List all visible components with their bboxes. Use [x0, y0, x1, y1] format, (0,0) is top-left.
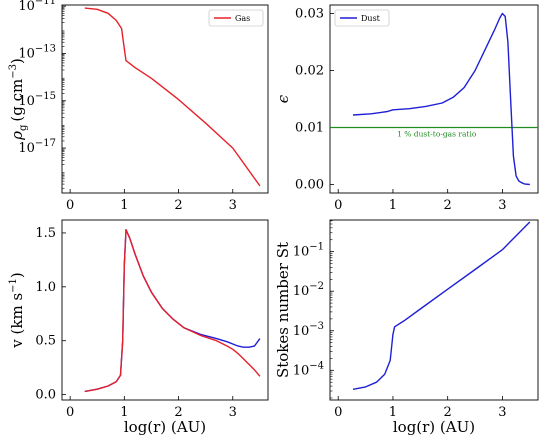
x-tick-label: 3: [498, 198, 506, 213]
x-tick-label: 0: [66, 405, 74, 420]
y-label-part: Stokes number St: [274, 242, 292, 378]
legend-box: [208, 9, 264, 27]
y-axis-label: v (km s−1): [8, 272, 26, 348]
tick-exponent: −11: [35, 0, 56, 7]
series-line-gas: [84, 7, 261, 187]
y-tick-label: 0.03: [295, 7, 324, 22]
y-tick-label: 0.0: [35, 388, 56, 403]
tick-base: 10: [18, 0, 35, 14]
x-axis-label: log(r) (AU): [393, 418, 475, 436]
legend-box: [334, 9, 390, 27]
y-axis-label: ϵ: [274, 94, 292, 103]
legend-label: Gas: [235, 14, 250, 23]
y-tick-label: 10−13: [18, 43, 56, 61]
x-tick-label: 2: [174, 405, 182, 420]
tick-exponent: −17: [35, 138, 56, 149]
x-tick-label: 2: [444, 198, 452, 213]
tick-base: 10: [293, 324, 310, 339]
x-tick-label: 3: [229, 198, 237, 213]
x-tick-label: 2: [174, 198, 182, 213]
y-tick-label: 1.5: [35, 226, 56, 241]
y-tick-label: 1.0: [35, 280, 56, 295]
x-tick-label: 1: [120, 405, 128, 420]
y-tick-label: 10−3: [293, 321, 324, 339]
reference-line-label: 1 % dust-to-gas ratio: [397, 129, 477, 138]
y-tick-label: 0.5: [35, 334, 56, 349]
plot-frame: [329, 219, 539, 401]
y-label-part: v (km s: [8, 293, 26, 349]
x-tick-label: 3: [498, 405, 506, 420]
y-label-part: g: [18, 124, 29, 131]
tick-base: 10: [18, 141, 35, 156]
series-line-dust: [352, 221, 531, 390]
plot-frame: [61, 219, 269, 401]
y-tick-label: 10−11: [18, 0, 56, 14]
series-line-dust: [352, 12, 530, 186]
y-label-part: ρ: [8, 131, 26, 141]
x-tick-label: 1: [120, 198, 128, 213]
tick-exponent: −3: [309, 321, 324, 332]
y-axis-label: ρg (g cm−3): [8, 58, 29, 141]
tick-exponent: −4: [309, 360, 324, 371]
x-tick-label: 3: [229, 405, 237, 420]
tick-exponent: −15: [35, 91, 56, 102]
y-tick-label: 10−4: [293, 360, 324, 378]
y-label-part: (g cm: [8, 79, 26, 122]
y-label-part: ): [8, 272, 26, 278]
x-tick-label: 0: [66, 198, 74, 213]
x-tick-label: 1: [389, 405, 397, 420]
tick-exponent: −13: [35, 43, 56, 54]
tick-base: 10: [293, 245, 310, 260]
x-tick-label: 1: [389, 198, 397, 213]
tick-exponent: −2: [309, 281, 324, 292]
tick-base: 10: [293, 284, 310, 299]
plot-frame: [61, 4, 269, 194]
y-label-part: ϵ: [274, 94, 292, 103]
y-tick-label: 10−1: [293, 242, 324, 260]
panel-velocity: 0 1 2 3 0.0 0.5 1.0 1.5 log(r) (AU) v (km s−1): [8, 219, 269, 436]
y-label-part: −1: [8, 278, 19, 293]
tick-base: 10: [293, 363, 310, 378]
panel-dust-to-gas: 0 1 2 3 0.00 0.01 0.02 0.03 1 % dust-to-gas rati…: [274, 4, 539, 213]
series-line-gas: [84, 229, 261, 393]
plot-frame: [329, 4, 539, 194]
y-label-part: ): [8, 58, 26, 64]
x-tick-label: 2: [444, 405, 452, 420]
legend-label: Dust: [361, 14, 381, 23]
x-tick-label: 0: [334, 405, 342, 420]
y-tick-label: 0.00: [295, 177, 324, 192]
y-label-part: −3: [8, 64, 19, 79]
y-tick-label: 10−2: [293, 281, 324, 299]
y-tick-label: 0.01: [295, 120, 324, 135]
tick-exponent: −1: [309, 242, 324, 253]
tick-base: 10: [18, 46, 35, 61]
y-tick-label: 0.02: [295, 64, 324, 79]
x-axis-label: log(r) (AU): [124, 418, 206, 436]
series-line-dust: [84, 229, 261, 393]
tick-base: 10: [18, 94, 35, 109]
y-tick-label: 10−15: [18, 91, 56, 109]
y-tick-label: 10−17: [18, 138, 56, 156]
x-tick-label: 0: [334, 198, 342, 213]
y-axis-label: Stokes number St: [274, 242, 292, 378]
